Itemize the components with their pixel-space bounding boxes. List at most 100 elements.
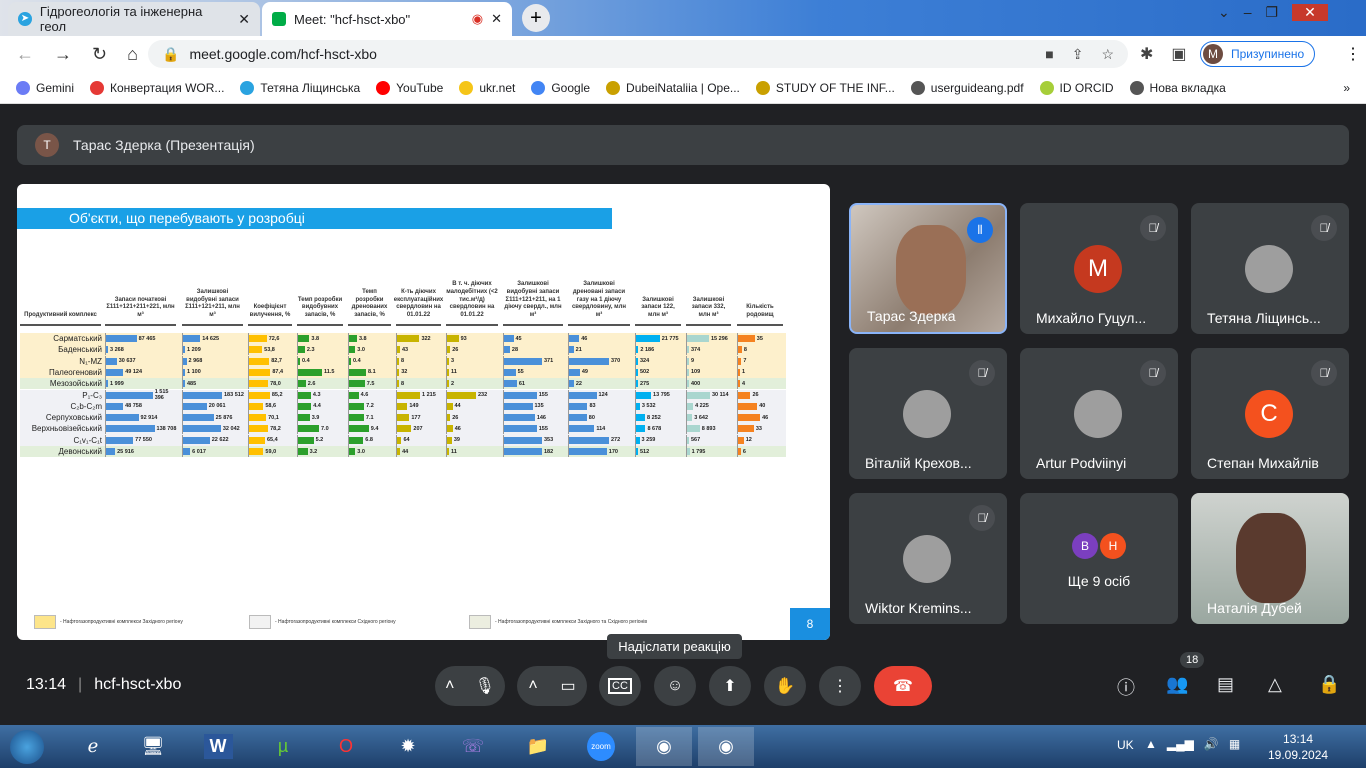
bookmark-item[interactable]: Нова вкладка (1122, 80, 1234, 95)
participant-tile[interactable]: Наталія Дубей (1191, 493, 1349, 624)
hand-icon: ✋ (775, 678, 795, 695)
zoom-icon[interactable]: zoom (573, 727, 629, 766)
value-bar (738, 357, 742, 365)
viber-icon[interactable]: ☏ (461, 736, 485, 756)
signal-icon[interactable]: ▂▄▆ (1166, 737, 1194, 751)
reaction-button[interactable]: ☺ (654, 666, 696, 706)
start-button[interactable] (2, 727, 52, 766)
minimize-icon[interactable]: – (1243, 4, 1252, 20)
opera-icon[interactable]: O (338, 736, 353, 756)
value-bar (636, 357, 638, 365)
participant-tile[interactable]: М Михайло Гуцул... 🎙̸ (1020, 203, 1178, 334)
complex-name: Серпуховський (45, 413, 102, 423)
tab-search-icon[interactable]: ⌄ (1218, 4, 1230, 20)
present-button[interactable]: ⬆ (709, 666, 751, 706)
table-cell: 4.4 (297, 400, 345, 412)
bookmark-item[interactable]: Gemini (8, 80, 82, 95)
bookmark-item[interactable]: DubeiNataliia | Ope... (598, 80, 748, 95)
leave-call-button[interactable]: ☎ (874, 666, 932, 706)
close-tab-icon[interactable]: ✕ (238, 10, 250, 27)
address-bar[interactable]: 🔒 meet.google.com/hcf-hsct-xbo ■ ⇪ ☆ (148, 40, 1128, 68)
raise-hand-button[interactable]: ✋ (764, 666, 806, 706)
table-cell: 92 914 (105, 412, 178, 424)
menu-icon[interactable]: ⋮ (1345, 46, 1361, 63)
explorer-icon[interactable]: 📁 (526, 736, 550, 756)
utorrent-icon[interactable]: µ (277, 736, 289, 756)
forward-icon[interactable]: → (54, 44, 72, 64)
table-cell: 11.5 (297, 366, 345, 378)
participant-tile[interactable]: Artur Podviinyi 🎙̸ (1020, 348, 1178, 479)
sidepanel-icon[interactable]: ▣ (1171, 46, 1187, 63)
extensions-icon[interactable]: ✱ (1140, 46, 1154, 63)
close-tab-icon[interactable]: ✕ (491, 11, 502, 26)
value-bar (504, 402, 533, 410)
tab-meet[interactable]: Meet: "hcf-hsct-xbo" ◉ ✕ (262, 2, 512, 36)
activities-icon[interactable]: △ (1268, 674, 1282, 694)
bookmark-item[interactable]: ukr.net (451, 80, 523, 95)
camera-icon[interactable]: ■ (1045, 45, 1054, 62)
tab-telegram[interactable]: ➤ Гідрогеологія та інженерна геол ✕ (8, 2, 260, 36)
profile-button[interactable]: M Призупинено (1200, 41, 1316, 67)
bookmark-item[interactable]: ID ORCID (1032, 80, 1122, 95)
value-bar (397, 391, 420, 399)
people-icon[interactable]: 👥 (1166, 674, 1189, 694)
clock-date[interactable]: 19.09.2024 (1268, 748, 1329, 762)
bookmark-item[interactable]: userguideang.pdf (903, 80, 1032, 95)
value-bar (106, 448, 116, 455)
muted-mic-icon: 🎙̸ (1311, 360, 1337, 386)
clock-time[interactable]: 13:14 (1283, 732, 1314, 746)
meeting-time: 13:14 (26, 676, 67, 693)
emoji-icon: ☺ (666, 677, 684, 694)
value-bar (183, 402, 207, 410)
maximize-icon[interactable]: ❐ (1265, 4, 1279, 20)
bookmark-favicon-icon (531, 80, 546, 95)
app-gear-icon[interactable]: ✹ (400, 736, 416, 756)
participant-tile[interactable]: Тарас Здерка ⦀ (849, 203, 1007, 334)
more-bookmarks-icon[interactable]: » (1343, 80, 1350, 95)
bookmark-item[interactable]: Тетяна Ліщинська (232, 80, 368, 95)
participant-avatar: М (1074, 245, 1122, 293)
value-bar (636, 414, 645, 422)
close-window-icon[interactable]: ✕ (1292, 4, 1328, 21)
network-icon[interactable]: ▦ (1228, 737, 1241, 751)
bookmark-item[interactable]: Конвертация WOR... (82, 80, 232, 95)
participant-tile[interactable]: Віталій Крехов... 🎙̸ (849, 348, 1007, 479)
chevron-up-icon[interactable]: ˄ (445, 677, 455, 694)
chrome-m-icon[interactable]: ◉ (636, 727, 692, 766)
language-indicator[interactable]: UK (1117, 738, 1134, 752)
more-options-button[interactable]: ⋮ (819, 666, 861, 706)
chrome-h-icon[interactable]: ◉ (698, 727, 754, 766)
table-cell: 14 625 (182, 333, 245, 344)
share-icon[interactable]: ⇪ (1071, 45, 1084, 62)
home-icon[interactable]: ⌂ (127, 44, 138, 64)
mic-button[interactable]: ˄ 🎙 (435, 666, 505, 706)
participant-tile[interactable]: С Степан Михайлів 🎙̸ (1191, 348, 1349, 479)
table-cell: 7 (737, 355, 785, 367)
participant-tile[interactable]: В Н Ще 9 осіб (1020, 493, 1178, 624)
table-cell: 55 (503, 366, 565, 378)
bookmark-item[interactable]: Google (523, 80, 598, 95)
complex-name: Сарматський (53, 334, 102, 343)
bookmark-star-icon[interactable]: ☆ (1101, 45, 1114, 62)
camera-button[interactable]: ˄ ▭ (517, 666, 587, 706)
host-controls-icon[interactable]: 🔒 (1318, 674, 1341, 694)
new-tab-button[interactable]: + (522, 4, 550, 32)
participant-tile[interactable]: Wiktor Kremins... 🎙̸ (849, 493, 1007, 624)
chevron-up-icon[interactable]: ˄ (528, 677, 538, 694)
window-controls[interactable]: ⌄ – ❐ ✕ (1218, 4, 1328, 21)
chat-icon[interactable]: ▤ (1217, 674, 1235, 694)
tray-arrow-icon[interactable]: ▲ (1145, 737, 1157, 751)
table-cell: 149 (396, 400, 443, 412)
value-bar (349, 402, 365, 410)
back-icon[interactable]: ← (16, 44, 34, 64)
ie-icon[interactable]: ℯ (87, 736, 99, 756)
participant-tile[interactable]: Тетяна Ліщинсь... 🎙̸ (1191, 203, 1349, 334)
volume-icon[interactable]: 🔊 (1203, 737, 1219, 751)
computer-icon[interactable]: 🖥 (141, 736, 165, 756)
captions-button[interactable]: CC (599, 666, 641, 706)
word-icon[interactable]: W (190, 727, 246, 766)
info-icon[interactable]: ⓘ (1117, 678, 1135, 698)
reload-icon[interactable]: ↻ (92, 44, 108, 64)
bookmark-item[interactable]: YouTube (368, 80, 451, 95)
bookmark-item[interactable]: STUDY OF THE INF... (748, 80, 903, 95)
